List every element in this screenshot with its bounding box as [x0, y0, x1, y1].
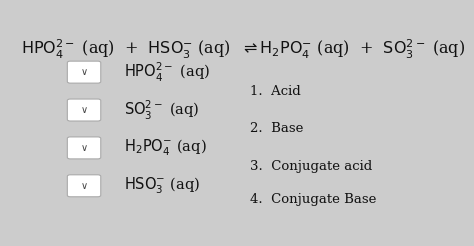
FancyBboxPatch shape: [67, 175, 101, 197]
Text: $\mathrm{H_2PO_4^{-}}$ (aq): $\mathrm{H_2PO_4^{-}}$ (aq): [124, 138, 206, 158]
Text: ∨: ∨: [81, 67, 88, 77]
Text: $\mathrm{HPO_4^{2-}}$ (aq)  +  $\mathrm{HSO_3^{-}}$ (aq)  $\rightleftharpoons\ma: $\mathrm{HPO_4^{2-}}$ (aq) + $\mathrm{HS…: [21, 38, 465, 61]
Text: ∨: ∨: [81, 143, 88, 153]
Text: $\mathrm{HSO_3^{-}}$ (aq): $\mathrm{HSO_3^{-}}$ (aq): [124, 176, 200, 196]
Text: 1.  Acid: 1. Acid: [250, 85, 301, 98]
Text: 3.  Conjugate acid: 3. Conjugate acid: [250, 160, 373, 173]
Text: $\mathrm{HPO_4^{2-}}$ (aq): $\mathrm{HPO_4^{2-}}$ (aq): [124, 61, 210, 84]
FancyBboxPatch shape: [67, 137, 101, 159]
FancyBboxPatch shape: [67, 61, 101, 83]
FancyBboxPatch shape: [67, 99, 101, 121]
Text: ∨: ∨: [81, 105, 88, 115]
Text: $\mathrm{SO_3^{2-}}$ (aq): $\mathrm{SO_3^{2-}}$ (aq): [124, 98, 199, 122]
Text: 4.  Conjugate Base: 4. Conjugate Base: [250, 194, 377, 206]
Text: 2.  Base: 2. Base: [250, 123, 304, 136]
Text: ∨: ∨: [81, 181, 88, 191]
